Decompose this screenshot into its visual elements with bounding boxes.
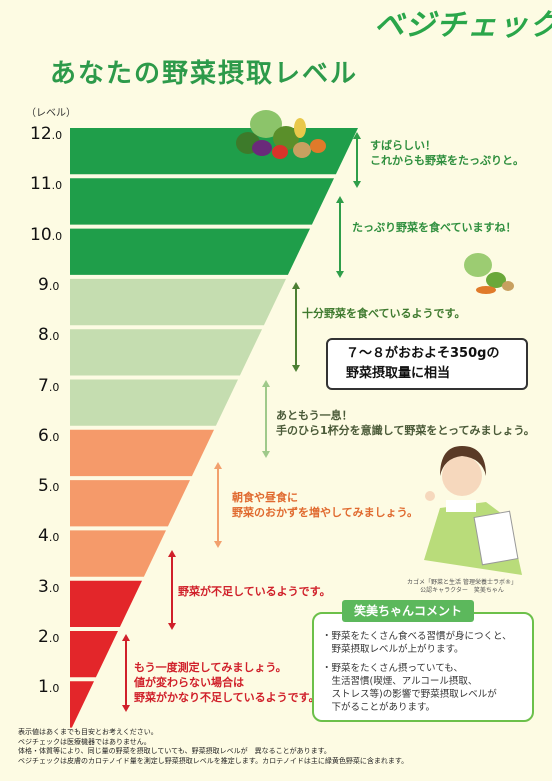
level-label-dec: .0 [48,531,60,545]
level-label-dec: .0 [48,279,60,293]
message-level-12: すばらしい！ これからも野菜をたっぷりと。 [370,138,524,168]
comment-paragraph: ・野菜をたくさん摂っていても、 生活習慣(喫煙、アルコール摂取、 ストレス等)の… [322,663,497,713]
arrow-level-7-9 [292,282,300,372]
footnote-line: ベジチェックは皮膚のカロテノイド量を測定し野菜摂取レベルを推定します。カロテノイ… [18,756,409,765]
footnote-line: 表示値はあくまでも目安とお考えください。 [18,728,158,736]
arrow-level-1-2 [122,634,130,712]
message-line: すばらしい！ [370,139,436,152]
message-line: 野菜がかなり不足しているようです。 [134,691,320,704]
level-label-7: 7.0 [38,376,59,398]
message-level-10: たっぷり野菜を食べていますね！ [352,220,517,235]
level-label-int: 2 [38,627,49,647]
level-label-3: 3.0 [38,577,59,599]
character-illustration [424,446,522,575]
brand-logo: ベジチェック [374,8,552,43]
arrow-level-12 [353,132,361,188]
level-label-dec: .0 [48,581,60,595]
level-label-1: 1.0 [38,677,59,699]
level-label-int: 4 [38,526,49,547]
message-line: あともう一息！ [276,409,353,422]
message-line: これからも野菜をたっぷりと。 [370,154,524,167]
footnote-line: ベジチェックは医療機器ではありません。 [18,737,151,746]
message-level-8: 十分野菜を食べているようです。 [302,306,465,321]
message-line: たっぷり野菜を食べていますね！ [352,221,517,234]
arrow-level-3 [168,550,176,630]
level-label-10: 10.0 [30,225,62,247]
caption-line: カゴメ「野菜と生活 管理栄養士ラボ®」 [407,579,517,586]
comment-paragraph: ・野菜をたくさん食べる習慣が身につくと、 野菜摂取レベルが上がります。 [322,631,512,655]
level-label-int: 5 [38,476,49,497]
message-level-4-5: 朝食や昼食に 野菜のおかずを増やしてみましょう。 [232,490,418,520]
arrow-level-4-5 [214,462,222,548]
level-label-dec: .0 [48,632,60,645]
comment-header: 笑美ちゃんコメント [342,600,474,622]
message-line: 野菜のおかずを増やしてみましょう。 [232,506,419,519]
level-label-8: 8.0 [38,325,59,347]
level-band-9 [70,278,286,326]
level-label-int: 6 [38,425,49,446]
level-label-11: 11.0 [30,174,62,196]
level-label-int: 3 [38,576,49,597]
level-label-dec: .0 [48,481,60,495]
vegetables-illustration-small [464,253,514,294]
message-level-1: もう一度測定してみましょう。 値が変わらない場合は 野菜がかなり不足しているよう… [134,660,320,705]
level-label-int: 12 [30,124,52,144]
level-band-7 [70,379,238,426]
callout-line: 野菜摂取量に相当 [346,366,451,381]
level-band-1 [70,681,94,728]
level-label-2: 2.0 [38,627,59,649]
level-label-5: 5.0 [38,476,59,498]
level-band-5 [70,480,190,527]
message-level-3: 野菜が不足しているようです。 [178,584,331,599]
vegetables-illustration [236,110,326,159]
level-label-int: 11 [30,174,52,195]
level-label-dec: .0 [48,330,60,344]
message-line: 十分野菜を食べているようです。 [302,307,466,320]
caption-line: 公認キャラクター 笑美ちゃん [420,587,504,594]
level-label-dec: .0 [48,430,60,444]
level-band-11 [70,178,334,225]
message-line: 朝食や昼食に [232,491,298,504]
page-title: あなたの野菜摂取レベル [50,59,359,89]
comment-box: ・野菜をたくさん食べる習慣が身につくと、 野菜摂取レベルが上がります。 ・野菜を… [312,612,534,722]
footnotes: 表示値はあくまでも目安とお考えください。 ベジチェックは医療機器ではありません。… [18,728,538,766]
level-label-dec: .0 [48,682,60,696]
message-line: 野菜が不足しているようです。 [178,585,331,598]
arrow-level-6 [262,380,270,458]
intake-callout: ７～８がおおよそ350gの 野菜摂取量に相当 [326,338,528,390]
level-label-dec: .0 [51,229,63,243]
level-label-12: 12.0 [30,124,62,146]
level-label-int: 10 [30,224,52,245]
level-label-6: 6.0 [38,426,59,448]
level-label-9: 9.0 [38,275,59,297]
level-label-dec: .0 [51,129,63,142]
level-label-int: 9 [38,274,49,295]
message-level-6: あともう一息！ 手のひら1杯分を意識して野菜をとってみましょう。 [276,408,535,438]
footnote-line: 体格・体質等により、同じ量の野菜を摂取していても、野菜摂取レベルが 異なることが… [18,747,331,755]
level-label-dec: .0 [48,380,60,394]
level-band-10 [70,228,310,275]
character-caption: カゴメ「野菜と生活 管理栄養士ラボ®」 公認キャラクター 笑美ちゃん [388,579,536,595]
message-line: 値が変わらない場合は [134,676,244,689]
level-label-int: 7 [38,375,49,396]
level-band-3 [70,580,142,627]
level-band-4 [70,530,166,577]
level-label-4: 4.0 [38,526,59,548]
level-label-int: 1 [38,677,49,698]
callout-line: ７～８がおおよそ350gの [346,346,500,361]
message-line: 手のひら1杯分を意識して野菜をとってみましょう。 [276,424,535,437]
arrow-level-10-11 [336,196,344,278]
level-band-8 [70,329,262,376]
level-band-2 [70,631,118,678]
message-line: もう一度測定してみましょう。 [134,661,287,674]
level-label-int: 8 [38,325,49,346]
level-unit-label: （レベル） [26,108,76,119]
level-band-6 [70,429,214,477]
level-label-dec: .0 [51,179,63,193]
